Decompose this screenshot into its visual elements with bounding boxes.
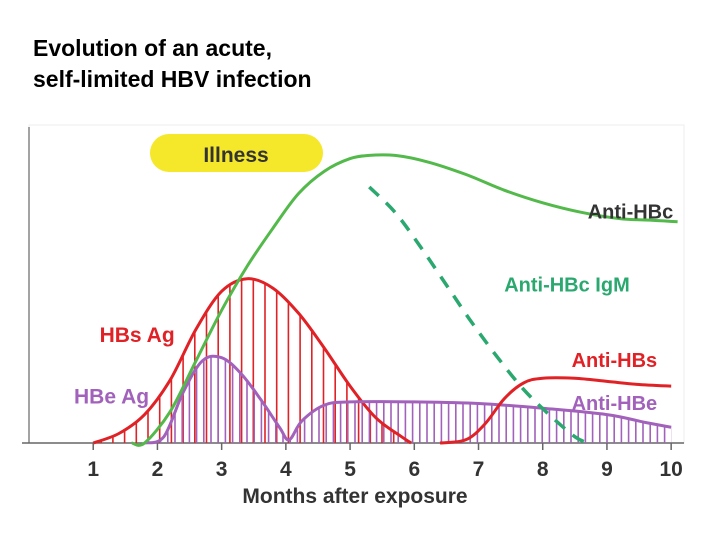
x-axis-ticks: 1 2 3 4 5 6 7 8 9 10 <box>87 443 683 481</box>
series-line-anti-hbs <box>439 376 672 445</box>
x-tick-label: 6 <box>408 458 420 481</box>
series-label-anti-hbc: Anti-HBc <box>588 202 674 224</box>
x-tick-label: 7 <box>473 458 485 481</box>
series-label-anti-hbs: Anti-HBs <box>572 350 658 372</box>
x-tick-label: 9 <box>601 458 613 481</box>
series-line-anti-hbc-igm <box>368 185 589 445</box>
series-label-anti-hbe: Anti-HBe <box>572 393 658 415</box>
x-tick-label: 1 <box>87 458 99 481</box>
slide-title-line-1: Evolution of an acute, <box>33 35 272 61</box>
series-line-hbs-ag <box>92 277 412 445</box>
series-label-anti-hbc-igm: Anti-HBc IgM <box>504 274 630 296</box>
series-line-anti-hbc <box>131 153 678 447</box>
illness-bar <box>150 134 323 172</box>
illness-annotation: Illness <box>150 134 323 172</box>
slide-title-line-2: self-limited HBV infection <box>33 66 312 92</box>
plot-area <box>28 124 685 444</box>
x-tick-label: 5 <box>344 458 356 481</box>
series-line-hbe-ag <box>144 354 672 445</box>
series-label-hbs-ag: HBs Ag <box>100 324 175 347</box>
x-tick-label: 2 <box>152 458 164 481</box>
x-tick-label: 8 <box>537 458 549 481</box>
x-tick-label: 3 <box>216 458 228 481</box>
plot-frame <box>22 124 685 444</box>
x-tick-label: 10 <box>659 458 682 481</box>
slide-title: Evolution of an acute, self-limited HBV … <box>33 33 453 95</box>
x-tick-label: 4 <box>280 458 292 481</box>
x-axis-title: Months after exposure <box>242 485 467 508</box>
illness-label: Illness <box>203 144 268 167</box>
series-label-hbe-ag: HBe Ag <box>74 386 149 409</box>
